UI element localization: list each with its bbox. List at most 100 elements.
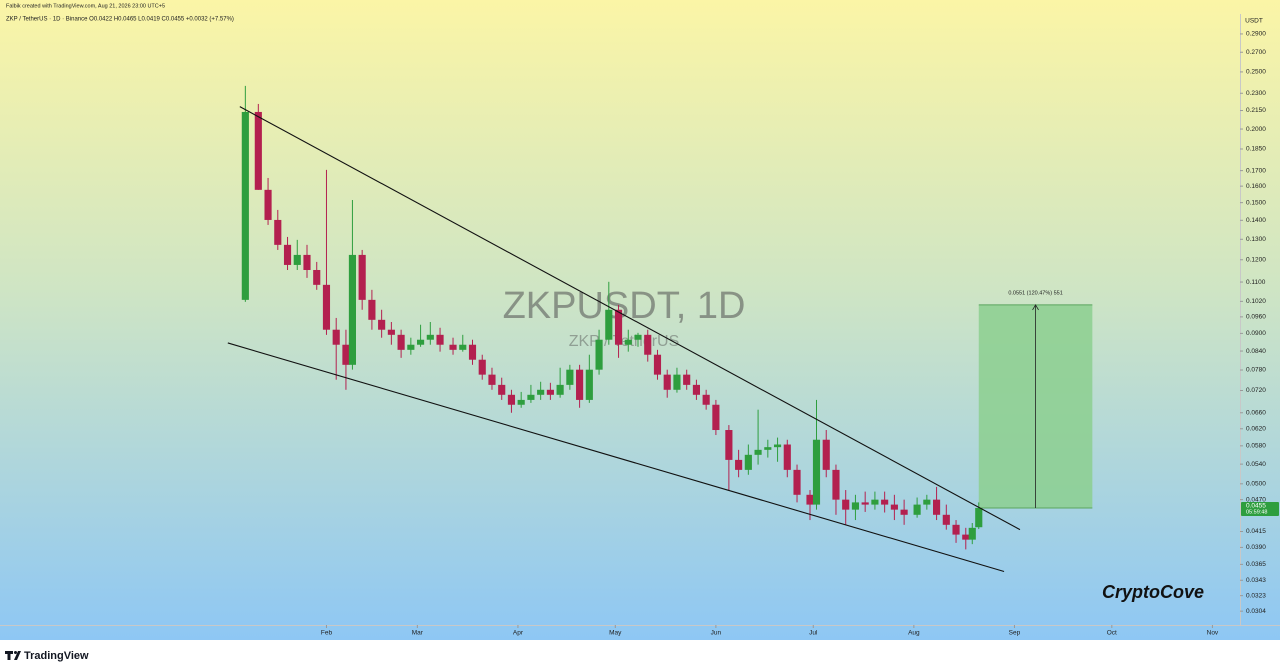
brand: TradingView [24,650,89,662]
y-tick-label: 0.0900 [1246,330,1266,337]
candle-body [871,499,879,505]
candle-body [303,254,311,270]
y-tick-label: 0.2700 [1246,49,1266,56]
candle-body [725,430,733,460]
candle-body [744,454,752,470]
y-tick-label: 0.2500 [1246,69,1266,76]
credit: Falbik created with TradingView.com, Aug… [6,3,165,9]
candle-body [313,269,321,285]
candle-body [822,439,830,470]
candle-body [735,459,743,470]
y-tick-label: 0.0960 [1246,314,1266,321]
candle-body [900,509,908,515]
candle-body [644,334,652,355]
candle-body [663,374,671,390]
candle-body [975,507,983,528]
candle-body [241,111,249,300]
x-tick-label: Mar [412,630,424,637]
candle-body [517,399,525,405]
candle-body [913,504,921,515]
candle-body [614,309,623,345]
y-tick-label: 0.0365 [1246,561,1266,568]
y-tick-label: 0.1020 [1246,298,1266,305]
candle-body [426,334,434,340]
brand-logo [5,651,21,660]
candle-body [783,444,791,470]
y-tick-label: 0.0415 [1246,528,1266,535]
candle-body [436,334,444,345]
last-price-tag [1241,501,1279,516]
candle-body [417,339,425,345]
candle-body [283,244,292,265]
candles [241,85,983,550]
candle-body [806,494,814,505]
candle-body [923,499,931,505]
last-price-label: 0.0455 [1246,503,1266,510]
candle-body [348,254,357,365]
candle-body [527,394,535,400]
candle-body [933,499,941,515]
y-tick-label: 0.1400 [1246,217,1266,224]
candle-body [683,374,691,385]
y-tick-label: 0.1200 [1246,256,1266,263]
candle-body [449,344,457,350]
candle-body [293,254,301,265]
trendline [227,342,1005,572]
y-tick-label: 0.2150 [1246,107,1266,114]
y-tick-label: 0.0840 [1246,348,1266,355]
candle-body [358,254,366,300]
candle-body [692,384,700,395]
candle-body [890,504,898,510]
watermark-title: ZKPUSDT, 1D [503,285,746,327]
candle-body [968,527,976,540]
candle-body [673,374,681,390]
candle-body [851,502,860,510]
x-tick-label: Sep [1009,630,1021,637]
x-tick-label: Jul [809,630,818,637]
candle-body [332,329,340,345]
y-tick-label: 0.0720 [1246,387,1266,394]
x-tick-label: Nov [1207,630,1219,637]
candle-body [459,344,467,350]
candle-body [793,469,801,495]
y-tick-label: 0.0780 [1246,367,1266,374]
candle-body [488,374,496,385]
x-tick-label: Feb [321,630,333,637]
x-tick-label: Jun [711,630,722,637]
projection-arrow-head [1032,304,1039,311]
candle-body [861,502,869,505]
candle-body [407,344,415,350]
y-tick-label: 0.0540 [1246,461,1266,468]
projection-label: 0.0551 (120.47%) 551 [1008,290,1062,296]
candle-body [368,299,376,320]
y-tick-label: 0.0390 [1246,544,1266,551]
y-tick-label: 0.1700 [1246,167,1266,174]
candle-body [585,369,593,400]
y-tick-label: 0.0470 [1246,496,1266,503]
candle-body [378,319,386,330]
y-tick-label: 0.0343 [1246,577,1266,584]
x-tick-label: Oct [1107,630,1117,637]
candle-body [605,309,613,340]
candle-body [702,394,710,405]
candle-body [342,344,350,365]
candle-body [653,354,662,375]
y-tick-label: 0.1100 [1246,279,1266,286]
candle-body [397,334,405,350]
candle-body [546,389,554,395]
candle-body [576,369,584,400]
y-tick-label: 0.1600 [1246,183,1266,190]
candle-body [712,404,720,431]
candle-body [634,334,642,340]
candle-body [264,189,272,220]
candle-body [754,449,762,455]
candle-body [881,499,889,505]
y-tick-label: 0.2300 [1246,90,1266,97]
y-tick-label: 0.0660 [1246,409,1266,416]
legend: ZKP / TetherUS · 1D · Binance O0.0422 H0… [6,17,234,23]
candle-body [478,359,486,375]
y-tick-label: 0.1850 [1246,146,1266,153]
y-tick-label: 0.1300 [1246,236,1266,243]
